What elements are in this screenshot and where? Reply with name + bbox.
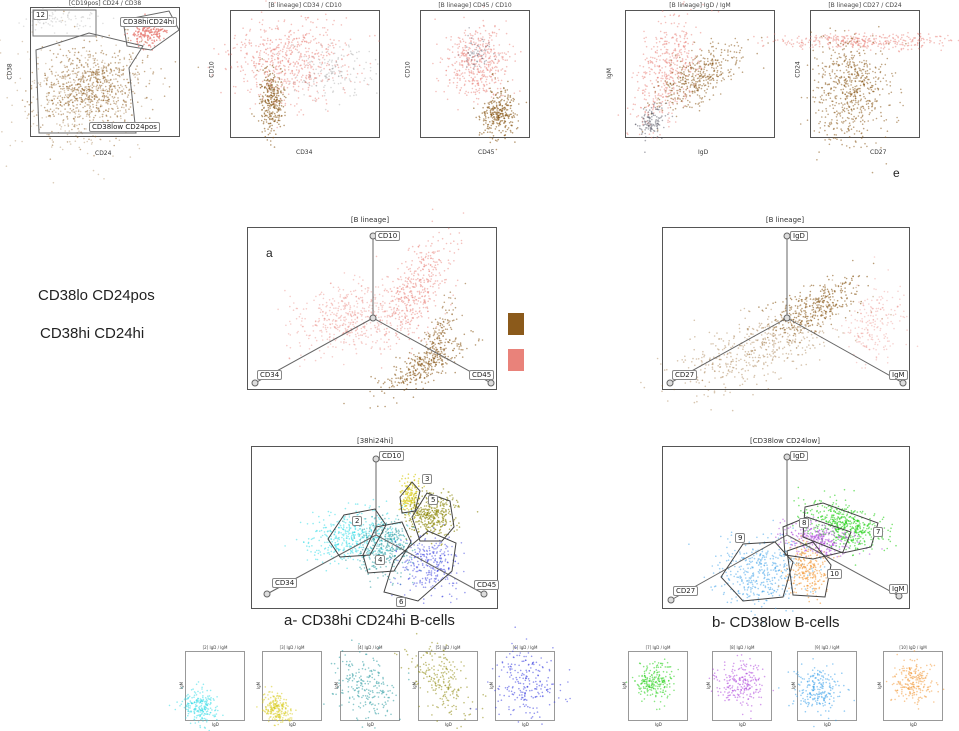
mini-title-5: [6] IgD / IgM	[512, 645, 538, 650]
radar-c-title: [38hi24hi]	[356, 437, 394, 445]
p5-xlabel: CD27	[870, 149, 887, 156]
mini-ylabel-1: IgM	[179, 681, 185, 690]
mini-title-4: [5] IgD / IgM	[435, 645, 461, 650]
radar-a-cd10: CD10	[375, 231, 401, 241]
legend-line2: CD38hi CD24hi	[40, 325, 145, 342]
radar-b-title: [B lineage]	[765, 216, 805, 224]
radar-b-cd27: CD27	[672, 370, 698, 380]
radar-d-igm: IgM	[889, 584, 908, 594]
mini-xlabel-2: IgD	[289, 722, 296, 727]
p2-xlabel: CD34	[296, 149, 313, 156]
gate-12-label: 12	[33, 10, 48, 20]
radar-a-title: [B lineage]	[350, 216, 390, 224]
radar-d-plot: IgD CD27 IgM 7 8 9 10	[662, 446, 910, 624]
mini-ylabel-3: IgM	[334, 681, 340, 690]
mini-title-2: [3] IgD / IgM	[279, 645, 305, 650]
radar-c-cd10: CD10	[379, 451, 405, 461]
pop-7-label: 7	[873, 527, 884, 537]
radar-b-plot: IgD CD27 IgM	[640, 227, 919, 412]
radar-d-cd27: CD27	[673, 586, 699, 596]
mini-plot-5	[469, 626, 571, 731]
legend-swatch-salmon	[508, 349, 524, 371]
legend-swatch-brown	[508, 313, 524, 335]
radar-a-plot: CD10 CD34 CD45 a	[247, 208, 497, 409]
p3-title: [B lineage] CD45 / CD10	[438, 2, 512, 9]
p2-ylabel: CD10	[208, 61, 216, 78]
p2-title: [B lineage] CD34 / CD10	[268, 2, 342, 9]
pop-5-label: 5	[428, 495, 439, 505]
plot-cd45-cd10	[420, 6, 530, 151]
radar-a-cd34: CD34	[257, 370, 283, 380]
mini-plot-6	[625, 651, 688, 721]
mini-xlabel-8: IgD	[824, 722, 831, 727]
gate-hi-label: CD38hiCD24hi	[120, 17, 178, 27]
pop-2-label: 2	[352, 516, 363, 526]
mini-ylabel-7: IgM	[706, 681, 712, 690]
legend-line1: CD38lo CD24pos	[38, 287, 155, 304]
mini-ylabel-8: IgM	[791, 681, 797, 690]
mini-plot-1	[168, 651, 245, 731]
mini-ylabel-6: IgM	[622, 681, 628, 690]
pop-3-label: 3	[422, 474, 433, 484]
mini-title-7: [8] IgD / IgM	[729, 645, 755, 650]
mini-plot-4	[394, 632, 487, 729]
mini-xlabel-3: IgD	[367, 722, 374, 727]
mini-ylabel-4: IgM	[412, 681, 418, 690]
mini-title-1: [2] IgD / IgM	[202, 645, 228, 650]
radar-d-title: [CD38low CD24low]	[750, 437, 820, 445]
gate-12	[32, 9, 97, 37]
radar-c-cd45: CD45	[474, 580, 500, 590]
p1-ylabel: CD38	[6, 63, 14, 80]
radar-a-cd45: CD45	[469, 370, 495, 380]
gate-cd38low	[35, 32, 144, 134]
plot-igd-igm	[617, 0, 775, 153]
p5-ylabel: CD24	[794, 61, 802, 78]
radar-b-igd: IgD	[790, 231, 808, 241]
radar-b-igm: IgM	[889, 370, 908, 380]
mini-xlabel-9: IgD	[910, 722, 917, 727]
radar-c-cd34: CD34	[272, 578, 298, 588]
p3-ylabel: CD10	[404, 61, 412, 78]
mini-plot-3	[323, 639, 410, 729]
mini-ylabel-9: IgM	[877, 681, 883, 690]
gate-low-label: CD38low CD24pos	[89, 122, 160, 132]
mini-title-8: [9] IgD / IgM	[814, 645, 840, 650]
mini-title-6: [7] IgD / IgM	[645, 645, 671, 650]
pop-10-label: 10	[827, 569, 842, 579]
pop-4-label: 4	[375, 555, 386, 565]
radar-d-igd: IgD	[790, 451, 808, 461]
mini-plot-9	[883, 650, 945, 721]
mini-xlabel-1: IgD	[212, 722, 219, 727]
mini-plot-2	[256, 651, 322, 727]
pop-9-label: 9	[735, 533, 746, 543]
mini-plot-8	[778, 651, 857, 728]
mini-xlabel-7: IgD	[739, 722, 746, 727]
radar-c-plot: CD10 CD34 CD45 2 3 4 5 6	[251, 446, 500, 616]
p1-xlabel: CD24	[95, 150, 112, 157]
caption-a: a- CD38hi CD24hi B-cells	[284, 612, 455, 629]
p5-title: [B lineage] CD27 / CD24	[828, 2, 902, 9]
p4-xlabel: IgD	[698, 149, 709, 156]
p3-xlabel: CD45	[478, 149, 495, 156]
radar-a-letter: a	[266, 246, 273, 260]
p1-svg	[0, 5, 200, 184]
plot-cd34-cd10	[207, 0, 380, 148]
p4-title: [B lineage] IgD / IgM	[669, 2, 731, 9]
mini-title-3: [4] IgD / IgM	[357, 645, 383, 650]
mini-xlabel-5: IgD	[522, 722, 529, 727]
p1-title: [CD19pos] CD24 / CD38	[68, 0, 142, 7]
mini-xlabel-6: IgD	[655, 722, 662, 727]
pop-8-label: 8	[799, 518, 810, 528]
mini-ylabel-2: IgM	[256, 681, 262, 690]
label-e: e	[893, 166, 900, 180]
mini-title-9: [10] IgD / IgM	[899, 645, 927, 650]
mini-xlabel-4: IgD	[445, 722, 452, 727]
caption-b: b- CD38low B-cells	[712, 614, 840, 631]
mini-plot-7	[708, 651, 775, 721]
pop-6-label: 6	[396, 597, 407, 607]
p4-ylabel: IgM	[605, 68, 613, 79]
mini-ylabel-5: IgM	[489, 681, 495, 690]
plot-cd24-cd38: 12 CD38hiCD24hi CD38low CD24pos	[0, 5, 200, 184]
plot-cd27-cd24	[753, 10, 959, 174]
